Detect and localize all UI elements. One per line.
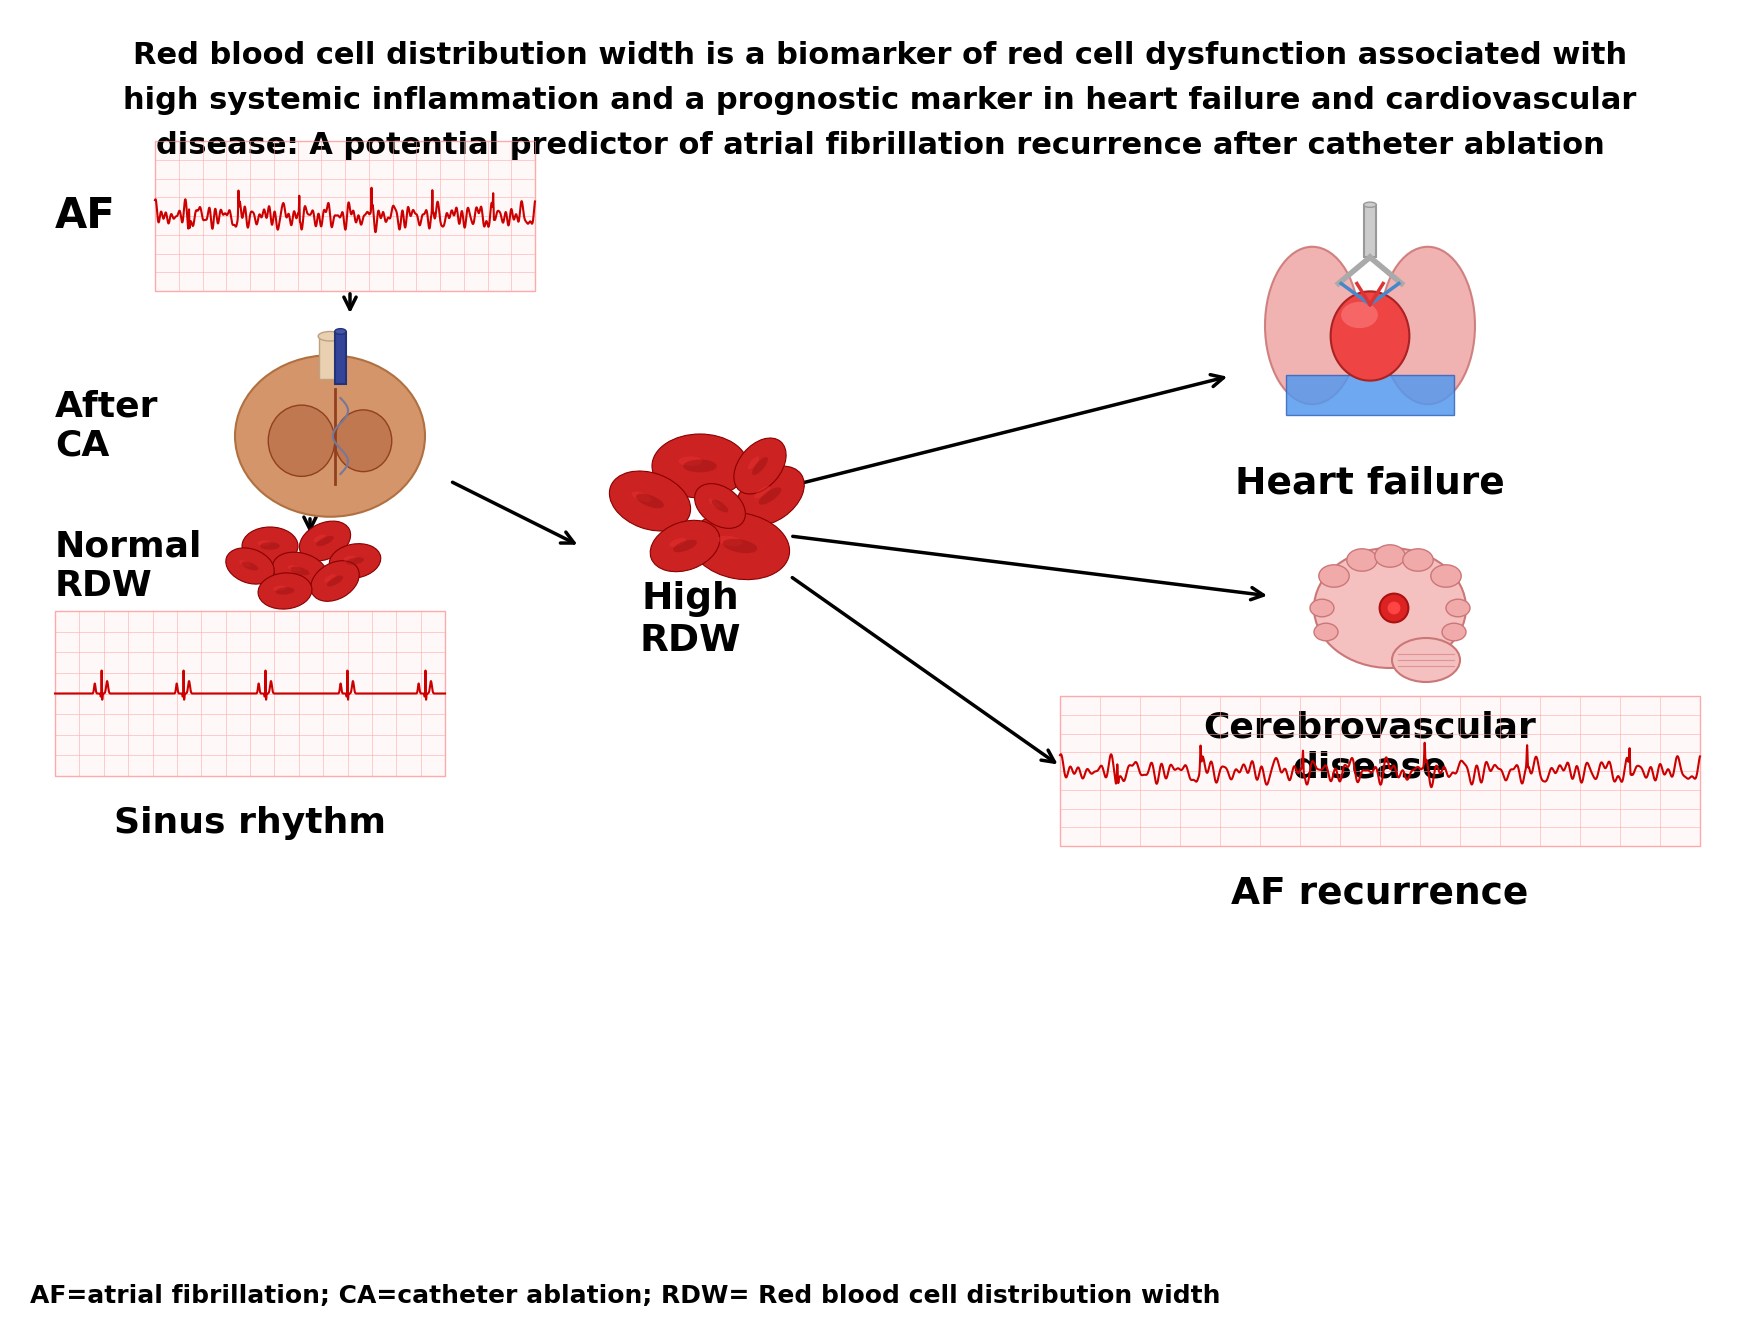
Ellipse shape (636, 494, 664, 508)
Ellipse shape (324, 574, 336, 582)
Ellipse shape (673, 540, 697, 552)
Ellipse shape (708, 498, 720, 508)
Text: Cerebrovascular
disease: Cerebrovascular disease (1203, 711, 1536, 784)
Ellipse shape (759, 488, 782, 505)
Ellipse shape (239, 560, 250, 566)
Ellipse shape (291, 566, 310, 576)
Circle shape (1388, 601, 1400, 615)
Ellipse shape (1264, 247, 1359, 405)
Text: Red blood cell distribution width is a biomarker of red cell dysfunction associa: Red blood cell distribution width is a b… (132, 41, 1627, 69)
Ellipse shape (261, 542, 280, 550)
Ellipse shape (335, 410, 391, 472)
Ellipse shape (225, 548, 275, 584)
Ellipse shape (650, 520, 720, 572)
Ellipse shape (299, 521, 350, 561)
Bar (155, 142, 535, 291)
Ellipse shape (313, 534, 326, 542)
Ellipse shape (1314, 548, 1465, 668)
Text: After
CA: After CA (55, 389, 158, 462)
Bar (1060, 696, 1699, 846)
Bar (319, 337, 342, 379)
Circle shape (1379, 593, 1409, 623)
Bar (1363, 204, 1377, 258)
Text: AF recurrence: AF recurrence (1231, 876, 1529, 912)
Ellipse shape (1391, 639, 1460, 681)
Ellipse shape (317, 536, 333, 546)
Ellipse shape (287, 565, 301, 572)
Ellipse shape (259, 573, 312, 609)
Ellipse shape (1442, 623, 1465, 641)
Ellipse shape (754, 486, 771, 498)
Ellipse shape (722, 538, 757, 553)
Text: Normal
RDW: Normal RDW (55, 529, 203, 603)
Text: High
RDW: High RDW (639, 581, 741, 659)
Ellipse shape (632, 492, 652, 502)
Ellipse shape (752, 457, 768, 476)
Ellipse shape (335, 329, 347, 334)
Ellipse shape (268, 405, 335, 477)
Ellipse shape (711, 500, 729, 513)
Ellipse shape (1331, 291, 1409, 381)
Ellipse shape (690, 513, 789, 580)
Ellipse shape (345, 557, 365, 565)
Ellipse shape (694, 484, 745, 528)
Ellipse shape (1319, 565, 1349, 588)
Ellipse shape (748, 457, 759, 469)
Ellipse shape (310, 561, 359, 601)
Text: AF: AF (55, 195, 116, 236)
Ellipse shape (241, 526, 298, 565)
Ellipse shape (1446, 600, 1470, 617)
Ellipse shape (1430, 565, 1462, 588)
Ellipse shape (683, 460, 717, 473)
Ellipse shape (343, 556, 356, 561)
Ellipse shape (273, 585, 287, 591)
Ellipse shape (257, 540, 271, 546)
Ellipse shape (669, 538, 687, 546)
Bar (1286, 375, 1455, 414)
Ellipse shape (241, 561, 259, 570)
Ellipse shape (319, 331, 342, 341)
Ellipse shape (1342, 302, 1377, 329)
Ellipse shape (1310, 600, 1335, 617)
Ellipse shape (273, 552, 328, 589)
Ellipse shape (1314, 623, 1338, 641)
Ellipse shape (609, 472, 690, 530)
Text: Heart failure: Heart failure (1234, 466, 1506, 502)
Ellipse shape (734, 438, 785, 494)
Ellipse shape (1347, 549, 1377, 572)
Ellipse shape (234, 355, 424, 517)
Ellipse shape (1375, 545, 1405, 568)
Ellipse shape (1363, 202, 1377, 207)
Text: high systemic inflammation and a prognostic marker in heart failure and cardiova: high systemic inflammation and a prognos… (123, 86, 1636, 115)
Text: disease: A potential predictor of atrial fibrillation recurrence after catheter : disease: A potential predictor of atrial… (155, 131, 1604, 160)
Ellipse shape (678, 457, 703, 466)
Text: AF=atrial fibrillation; CA=catheter ablation; RDW= Red blood cell distribution w: AF=atrial fibrillation; CA=catheter abla… (30, 1284, 1220, 1308)
Ellipse shape (718, 536, 743, 546)
Ellipse shape (652, 434, 748, 498)
Ellipse shape (1404, 549, 1433, 572)
Bar (55, 611, 446, 776)
Ellipse shape (329, 544, 380, 578)
Ellipse shape (275, 588, 294, 595)
Text: Sinus rhythm: Sinus rhythm (114, 806, 386, 840)
Ellipse shape (328, 576, 343, 587)
Bar (335, 331, 347, 383)
Ellipse shape (1381, 247, 1476, 405)
Ellipse shape (736, 466, 805, 526)
